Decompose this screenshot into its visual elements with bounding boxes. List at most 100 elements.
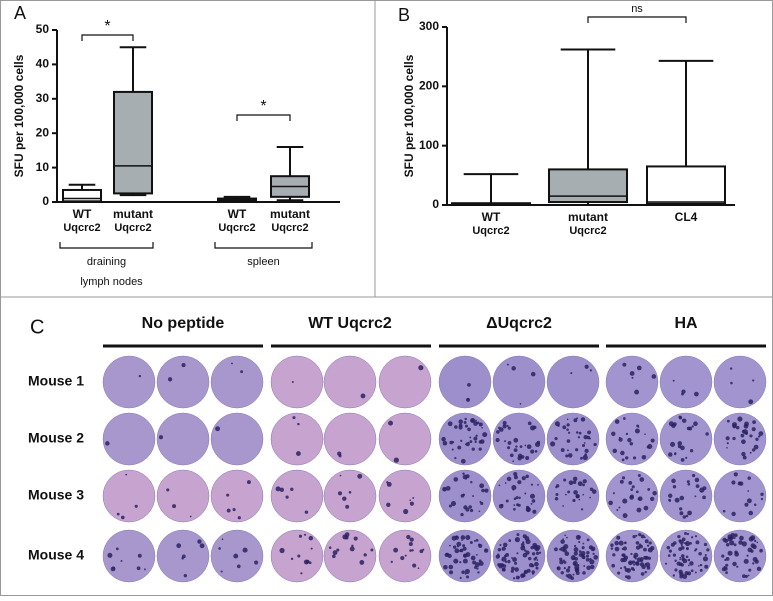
spot (575, 494, 580, 499)
spot (685, 555, 689, 559)
spot (739, 535, 744, 541)
spot (634, 389, 640, 395)
spot (621, 547, 624, 551)
spot (589, 558, 592, 561)
spot (578, 540, 581, 544)
spot (565, 454, 569, 458)
spot (479, 500, 482, 503)
spot (525, 505, 530, 510)
y-tick-label: 300 (419, 19, 439, 33)
spot (639, 477, 645, 482)
x-tick-label: CL4 (675, 210, 698, 224)
spot (511, 366, 516, 371)
y-tick-label: 100 (419, 138, 439, 152)
spot (670, 441, 676, 447)
spot (742, 574, 746, 579)
spot (530, 449, 535, 454)
well (546, 355, 600, 409)
spot (528, 562, 534, 568)
spot (634, 428, 640, 434)
spot (566, 423, 570, 427)
spot (220, 570, 223, 573)
spot (677, 534, 681, 539)
spot (459, 576, 462, 580)
spot (451, 448, 454, 451)
well (605, 412, 659, 466)
spot (197, 539, 202, 544)
spot (681, 418, 687, 423)
spot (357, 473, 363, 479)
spot (515, 496, 519, 500)
spot (755, 437, 759, 441)
spot (478, 510, 481, 513)
spot (577, 481, 583, 487)
spot (666, 545, 671, 550)
spot (577, 563, 580, 567)
spot (733, 543, 737, 547)
spot (462, 472, 465, 476)
spot (520, 455, 525, 459)
spot (296, 451, 301, 456)
spot (672, 422, 677, 427)
spot (575, 448, 579, 452)
spot (474, 440, 477, 444)
spot (498, 484, 501, 487)
spot (495, 554, 500, 559)
spot (563, 566, 566, 570)
spot (582, 479, 587, 484)
spot (567, 565, 571, 569)
spot (694, 495, 697, 498)
spot (514, 537, 521, 543)
spot (582, 542, 585, 545)
spot (534, 441, 541, 448)
spot (691, 425, 694, 428)
spot (725, 556, 730, 561)
spot (732, 422, 737, 428)
spot (611, 431, 616, 437)
spot (682, 558, 688, 564)
spot (221, 538, 224, 541)
spot (448, 504, 452, 508)
spot (454, 425, 458, 429)
spot (501, 556, 507, 562)
spot (643, 505, 649, 511)
spot (631, 376, 634, 379)
spot (478, 422, 483, 427)
spot (591, 489, 597, 494)
spot (674, 497, 680, 503)
spot (747, 574, 750, 577)
spot (525, 456, 530, 461)
spot (758, 435, 761, 438)
spot (573, 490, 578, 495)
spot (475, 434, 478, 437)
spot (464, 568, 470, 574)
spot (388, 420, 393, 426)
spot (614, 546, 620, 552)
spot (677, 441, 683, 446)
spot (513, 437, 519, 443)
spot (735, 425, 740, 430)
spot (725, 436, 730, 441)
spot (447, 421, 453, 427)
spot (649, 496, 655, 502)
spot (581, 546, 585, 550)
spot (758, 431, 764, 436)
spot (616, 535, 621, 540)
spot (581, 443, 586, 447)
spot (468, 505, 472, 509)
spot (731, 480, 736, 485)
spot (623, 417, 626, 420)
spot (520, 542, 525, 547)
spot (630, 488, 634, 492)
spot (679, 558, 682, 561)
spot (292, 416, 296, 420)
spot (370, 548, 374, 552)
well (323, 412, 377, 466)
spot (524, 444, 527, 447)
spot (733, 472, 738, 477)
spot (332, 550, 338, 555)
spot (524, 492, 527, 495)
spot (462, 544, 466, 548)
spot (593, 555, 599, 560)
spot (573, 551, 578, 556)
